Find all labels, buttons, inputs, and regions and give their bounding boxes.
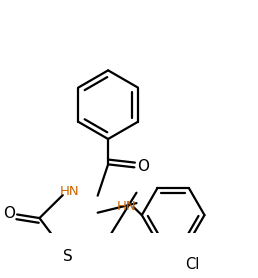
Text: O: O xyxy=(3,206,15,221)
Text: HN: HN xyxy=(117,200,137,213)
Text: O: O xyxy=(137,159,149,174)
Text: HN: HN xyxy=(60,185,79,198)
Text: S: S xyxy=(63,249,73,264)
Text: Cl: Cl xyxy=(185,257,199,272)
